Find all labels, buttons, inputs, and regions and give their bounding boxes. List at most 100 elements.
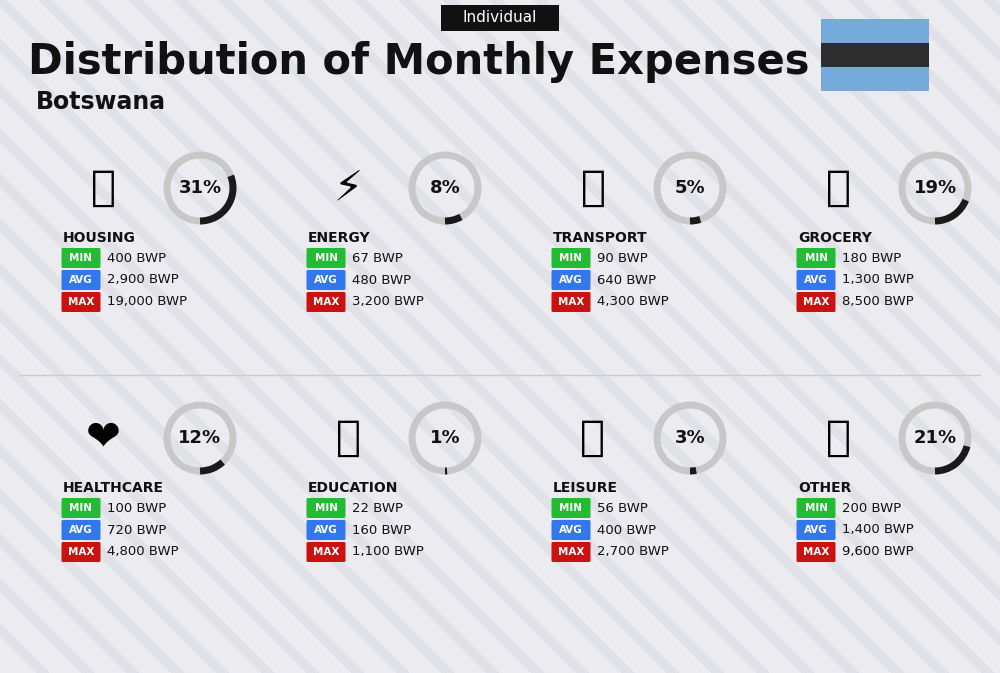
FancyBboxPatch shape	[552, 270, 590, 290]
FancyBboxPatch shape	[62, 292, 100, 312]
Text: 👜: 👜	[826, 417, 850, 459]
FancyBboxPatch shape	[796, 270, 836, 290]
Text: AVG: AVG	[804, 525, 828, 535]
FancyBboxPatch shape	[821, 67, 929, 91]
Text: 9,600 BWP: 9,600 BWP	[842, 546, 914, 559]
Text: 3,200 BWP: 3,200 BWP	[352, 295, 424, 308]
Text: 640 BWP: 640 BWP	[597, 273, 656, 287]
Text: 200 BWP: 200 BWP	[842, 501, 901, 514]
Text: 1,100 BWP: 1,100 BWP	[352, 546, 424, 559]
Text: 100 BWP: 100 BWP	[107, 501, 166, 514]
Text: Botswana: Botswana	[36, 90, 166, 114]
FancyBboxPatch shape	[441, 5, 559, 31]
Text: 90 BWP: 90 BWP	[597, 252, 648, 264]
Text: MIN: MIN	[560, 253, 582, 263]
Text: 5%: 5%	[675, 179, 705, 197]
Text: HOUSING: HOUSING	[63, 231, 136, 245]
FancyBboxPatch shape	[62, 248, 100, 268]
Text: 160 BWP: 160 BWP	[352, 524, 411, 536]
Text: MIN: MIN	[804, 503, 828, 513]
Text: MIN: MIN	[314, 503, 338, 513]
FancyBboxPatch shape	[552, 292, 590, 312]
Text: MAX: MAX	[313, 547, 339, 557]
Text: OTHER: OTHER	[798, 481, 851, 495]
Text: AVG: AVG	[69, 525, 93, 535]
Text: ENERGY: ENERGY	[308, 231, 371, 245]
Text: 1,400 BWP: 1,400 BWP	[842, 524, 914, 536]
FancyBboxPatch shape	[62, 520, 100, 540]
FancyBboxPatch shape	[552, 498, 590, 518]
Text: 21%: 21%	[913, 429, 957, 447]
Text: 🏢: 🏢	[90, 167, 116, 209]
Text: MIN: MIN	[804, 253, 828, 263]
Text: GROCERY: GROCERY	[798, 231, 872, 245]
Text: 19%: 19%	[913, 179, 957, 197]
FancyBboxPatch shape	[552, 520, 590, 540]
FancyBboxPatch shape	[821, 19, 929, 43]
Text: MAX: MAX	[558, 297, 584, 307]
Text: ❤️: ❤️	[86, 417, 120, 459]
FancyBboxPatch shape	[796, 542, 836, 562]
Text: MIN: MIN	[70, 503, 92, 513]
FancyBboxPatch shape	[306, 248, 346, 268]
Text: 🎓: 🎓	[336, 417, 360, 459]
Text: 19,000 BWP: 19,000 BWP	[107, 295, 187, 308]
FancyBboxPatch shape	[796, 498, 836, 518]
FancyBboxPatch shape	[796, 248, 836, 268]
FancyBboxPatch shape	[62, 542, 100, 562]
Text: 8%: 8%	[430, 179, 460, 197]
Text: 🛍️: 🛍️	[580, 417, 606, 459]
Text: 1,300 BWP: 1,300 BWP	[842, 273, 914, 287]
Text: 400 BWP: 400 BWP	[597, 524, 656, 536]
Text: 1%: 1%	[430, 429, 460, 447]
Text: AVG: AVG	[69, 275, 93, 285]
FancyBboxPatch shape	[62, 270, 100, 290]
Text: AVG: AVG	[559, 525, 583, 535]
Text: 12%: 12%	[178, 429, 222, 447]
Text: 3%: 3%	[675, 429, 705, 447]
Text: 8,500 BWP: 8,500 BWP	[842, 295, 914, 308]
Text: AVG: AVG	[559, 275, 583, 285]
Text: 2,900 BWP: 2,900 BWP	[107, 273, 179, 287]
Text: Individual: Individual	[463, 11, 537, 26]
Text: ⚡: ⚡	[333, 167, 363, 209]
Text: 🚌: 🚌	[580, 167, 606, 209]
Text: HEALTHCARE: HEALTHCARE	[63, 481, 164, 495]
Text: 4,300 BWP: 4,300 BWP	[597, 295, 669, 308]
Text: AVG: AVG	[314, 275, 338, 285]
Text: 480 BWP: 480 BWP	[352, 273, 411, 287]
FancyBboxPatch shape	[821, 43, 929, 67]
FancyBboxPatch shape	[306, 498, 346, 518]
Text: MAX: MAX	[803, 297, 829, 307]
Text: MIN: MIN	[314, 253, 338, 263]
Text: EDUCATION: EDUCATION	[308, 481, 398, 495]
Text: 67 BWP: 67 BWP	[352, 252, 403, 264]
Text: 720 BWP: 720 BWP	[107, 524, 166, 536]
FancyBboxPatch shape	[552, 542, 590, 562]
Text: MAX: MAX	[68, 547, 94, 557]
FancyBboxPatch shape	[62, 498, 100, 518]
Text: 31%: 31%	[178, 179, 222, 197]
FancyBboxPatch shape	[552, 248, 590, 268]
FancyBboxPatch shape	[306, 520, 346, 540]
Text: MAX: MAX	[68, 297, 94, 307]
Text: MAX: MAX	[803, 547, 829, 557]
Text: 400 BWP: 400 BWP	[107, 252, 166, 264]
Text: LEISURE: LEISURE	[553, 481, 618, 495]
FancyBboxPatch shape	[306, 542, 346, 562]
FancyBboxPatch shape	[796, 520, 836, 540]
Text: 180 BWP: 180 BWP	[842, 252, 901, 264]
Text: 4,800 BWP: 4,800 BWP	[107, 546, 179, 559]
Text: 22 BWP: 22 BWP	[352, 501, 403, 514]
Text: MIN: MIN	[560, 503, 582, 513]
Text: 🛒: 🛒	[826, 167, 850, 209]
Text: AVG: AVG	[314, 525, 338, 535]
Text: MAX: MAX	[558, 547, 584, 557]
Text: 2,700 BWP: 2,700 BWP	[597, 546, 669, 559]
FancyBboxPatch shape	[796, 292, 836, 312]
Text: AVG: AVG	[804, 275, 828, 285]
Text: TRANSPORT: TRANSPORT	[553, 231, 648, 245]
FancyBboxPatch shape	[306, 292, 346, 312]
Text: Distribution of Monthly Expenses: Distribution of Monthly Expenses	[28, 41, 810, 83]
FancyBboxPatch shape	[306, 270, 346, 290]
